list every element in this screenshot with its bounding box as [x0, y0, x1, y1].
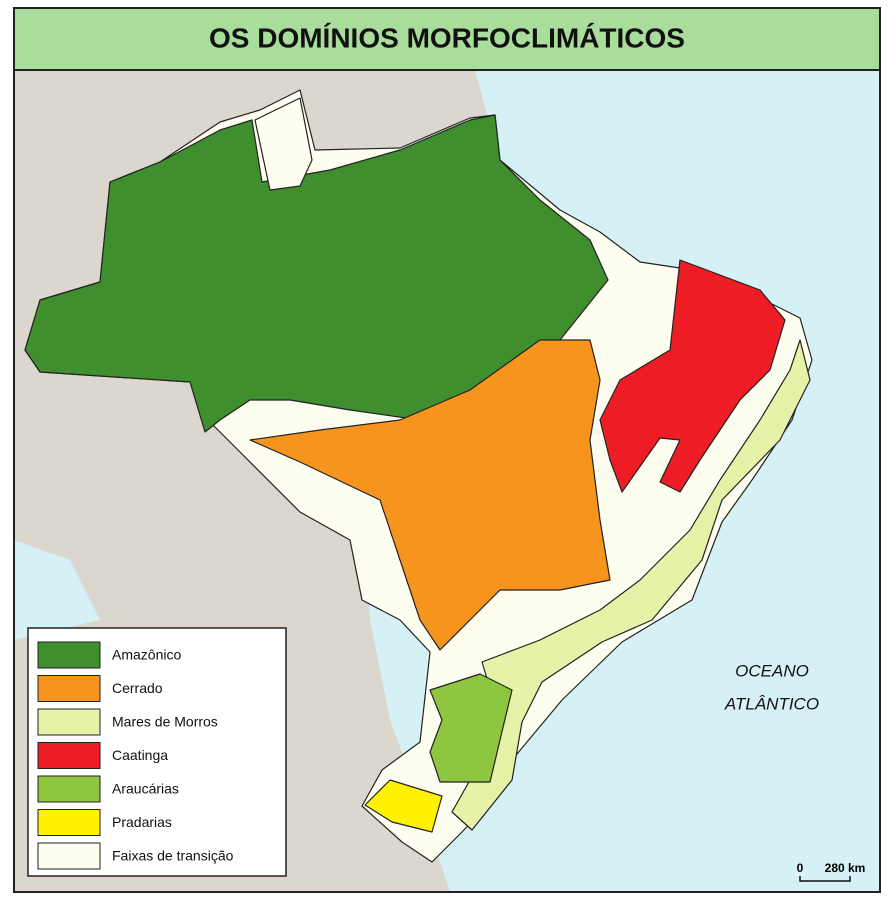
scale-bar [799, 876, 851, 882]
scale-label: 0 [797, 861, 804, 875]
map-title: OS DOMÍNIOS MORFOCLIMÁTICOS [209, 22, 685, 53]
legend-swatch [37, 809, 101, 836]
legend-swatch [37, 742, 101, 769]
legend-label: Cerrado [112, 680, 163, 696]
legend-label: Pradarias [112, 814, 172, 830]
map-frame [13, 69, 881, 893]
region-amazonico [24, 114, 609, 433]
region-cerrado [249, 339, 611, 651]
region-roraima [254, 97, 313, 191]
legend-label: Faixas de transição [112, 848, 234, 864]
ocean-label: OCEANO [735, 661, 809, 680]
region-caatinga [599, 259, 786, 493]
legend-swatch [37, 641, 101, 669]
legend-swatch [37, 842, 101, 870]
legend-label: Caatinga [112, 747, 168, 763]
scale-label: 280 km [825, 861, 866, 875]
ocean-label: ATLÂNTICO [724, 694, 819, 713]
legend-swatch [37, 708, 101, 736]
title-bar [13, 7, 881, 71]
legend-label: Amazônico [112, 647, 181, 663]
region-pradarias [364, 779, 443, 833]
pacific [14, 540, 100, 640]
region-araucarias [429, 673, 513, 783]
legend-label: Araucárias [112, 781, 179, 797]
legend-swatch [37, 675, 101, 702]
legend: Amazônico Cerrado Mares de Morros Caatinga A… [27, 627, 287, 877]
legend-swatch [37, 775, 101, 803]
legend-label: Mares de Morros [112, 714, 218, 730]
